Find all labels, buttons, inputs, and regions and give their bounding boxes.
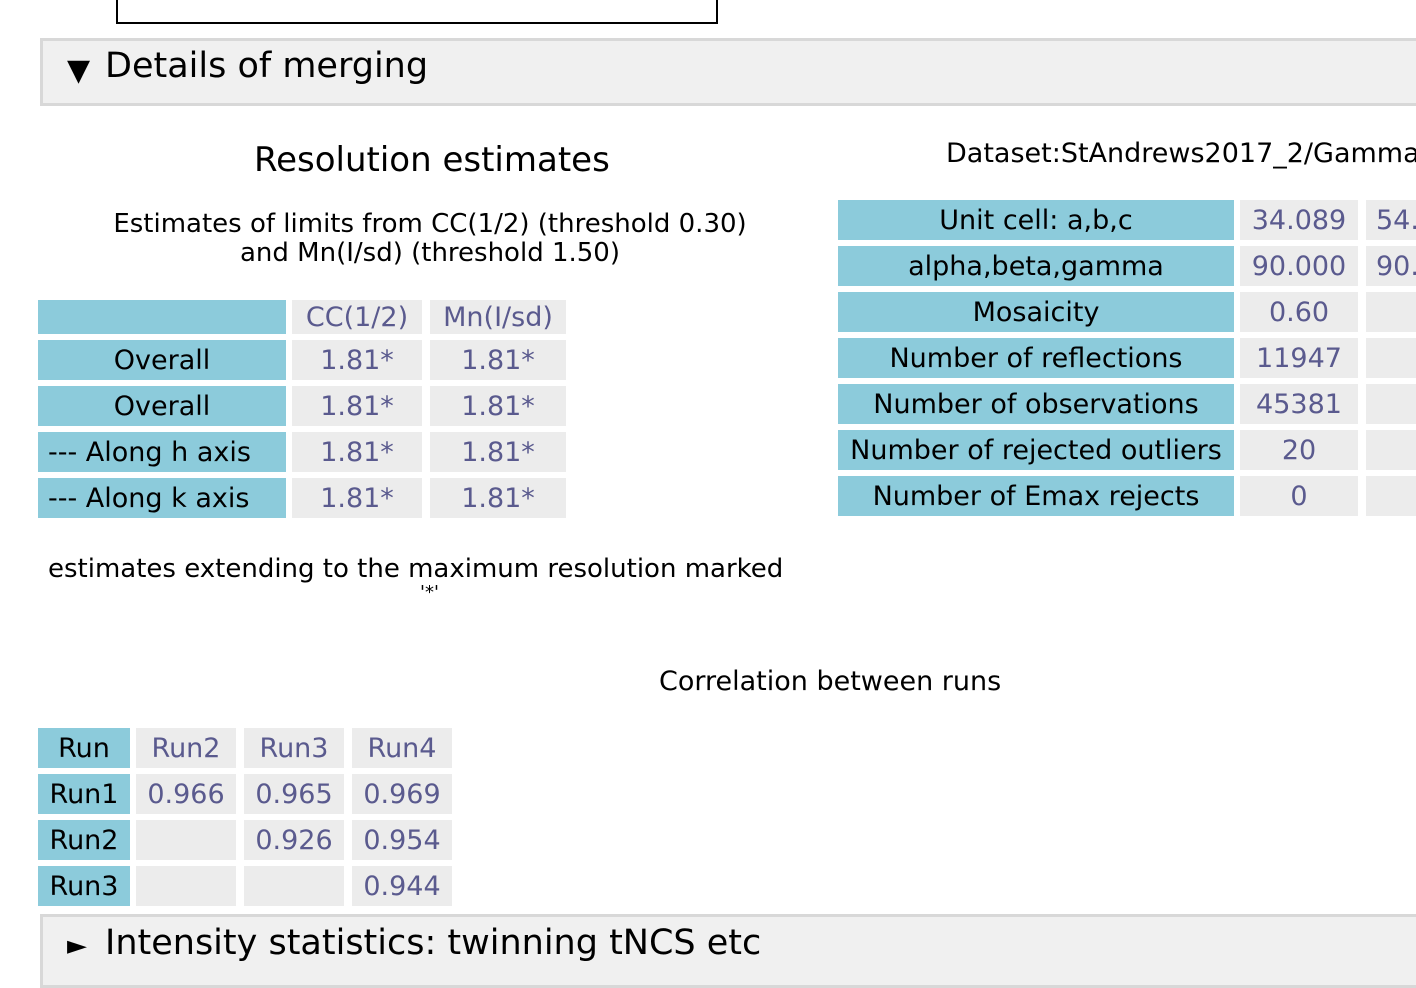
expand-triangle-icon[interactable]: ►	[67, 931, 87, 961]
correlation-cell: 0.965	[244, 774, 344, 814]
correlation-cell: 0.944	[352, 866, 452, 906]
dataset-cell-value-2: 90.	[1366, 246, 1416, 286]
section-header-merging[interactable]: ▼ Details of merging	[40, 38, 1416, 106]
resolution-cell-mn: 1.81*	[430, 386, 566, 426]
resolution-cell-mn: 1.81*	[430, 478, 566, 518]
dataset-row-label: Number of rejected outliers	[838, 430, 1234, 470]
resolution-cell-cc: 1.81*	[292, 386, 422, 426]
top-panel-box	[116, 0, 718, 24]
dataset-cell-value: 45381	[1240, 384, 1358, 424]
resolution-header-cc: CC(1/2)	[292, 300, 422, 334]
correlation-cell	[244, 866, 344, 906]
dataset-cell-value: 20	[1240, 430, 1358, 470]
dataset-row-label: Number of Emax rejects	[838, 476, 1234, 516]
resolution-row-label: Overall	[38, 386, 286, 426]
resolution-cell-mn: 1.81*	[430, 432, 566, 472]
correlation-cell: 0.926	[244, 820, 344, 860]
resolution-note: estimates extending to the maximum resol…	[48, 554, 784, 584]
dataset-row-label: Number of observations	[838, 384, 1234, 424]
dataset-cell-value-2	[1366, 430, 1416, 470]
dataset-cell-value: 0	[1240, 476, 1358, 516]
correlation-row-label: Run2	[38, 820, 130, 860]
resolution-cell-cc: 1.81*	[292, 432, 422, 472]
correlation-cell: 0.969	[352, 774, 452, 814]
resolution-heading: Resolution estimates	[254, 140, 610, 180]
resolution-row-label: --- Along h axis	[38, 432, 286, 472]
dataset-row-label: alpha,beta,gamma	[838, 246, 1234, 286]
correlation-header-col: Run4	[352, 728, 452, 768]
resolution-subtitle-line2: and Mn(I/sd) (threshold 1.50)	[239, 238, 620, 268]
correlation-cell: 0.966	[136, 774, 236, 814]
dataset-cell-value: 11947	[1240, 338, 1358, 378]
dataset-cell-value-2	[1366, 292, 1416, 332]
correlation-cell	[136, 820, 236, 860]
correlation-header-run: Run	[38, 728, 130, 768]
dataset-cell-value: 90.000	[1240, 246, 1358, 286]
dataset-cell-value-2	[1366, 338, 1416, 378]
resolution-row-label: Overall	[38, 340, 286, 380]
dataset-label: Dataset:StAndrews2017_2/Gamma	[946, 138, 1416, 169]
dataset-row-label: Mosaicity	[838, 292, 1234, 332]
correlation-row-label: Run3	[38, 866, 130, 906]
dataset-cell-value: 0.60	[1240, 292, 1358, 332]
resolution-subtitle-line1: Estimates of limits from CC(1/2) (thresh…	[113, 209, 747, 239]
resolution-cell-cc: 1.81*	[292, 340, 422, 380]
correlation-title: Correlation between runs	[659, 666, 1002, 697]
section-title-intensity: Intensity statistics: twinning tNCS etc	[105, 923, 762, 963]
correlation-header-col: Run3	[244, 728, 344, 768]
resolution-cell-mn: 1.81*	[430, 340, 566, 380]
correlation-header-col: Run2	[136, 728, 236, 768]
resolution-header-blank	[38, 300, 286, 334]
resolution-row-label: --- Along k axis	[38, 478, 286, 518]
dataset-cell-value-2: 54.	[1366, 200, 1416, 240]
correlation-cell	[136, 866, 236, 906]
resolution-header-mn: Mn(I/sd)	[430, 300, 566, 334]
section-header-intensity[interactable]: ► Intensity statistics: twinning tNCS et…	[40, 914, 1416, 988]
resolution-cell-cc: 1.81*	[292, 478, 422, 518]
resolution-note-mark: '*'	[420, 582, 439, 603]
dataset-cell-value-2	[1366, 476, 1416, 516]
correlation-cell: 0.954	[352, 820, 452, 860]
correlation-row-label: Run1	[38, 774, 130, 814]
dataset-row-label: Number of reflections	[838, 338, 1234, 378]
dataset-row-label: Unit cell: a,b,c	[838, 200, 1234, 240]
resolution-subtitle: Estimates of limits from CC(1/2) (thresh…	[70, 210, 790, 268]
section-title-merging: Details of merging	[105, 46, 429, 86]
dataset-cell-value: 34.089	[1240, 200, 1358, 240]
collapse-triangle-icon[interactable]: ▼	[67, 53, 91, 88]
dataset-cell-value-2	[1366, 384, 1416, 424]
